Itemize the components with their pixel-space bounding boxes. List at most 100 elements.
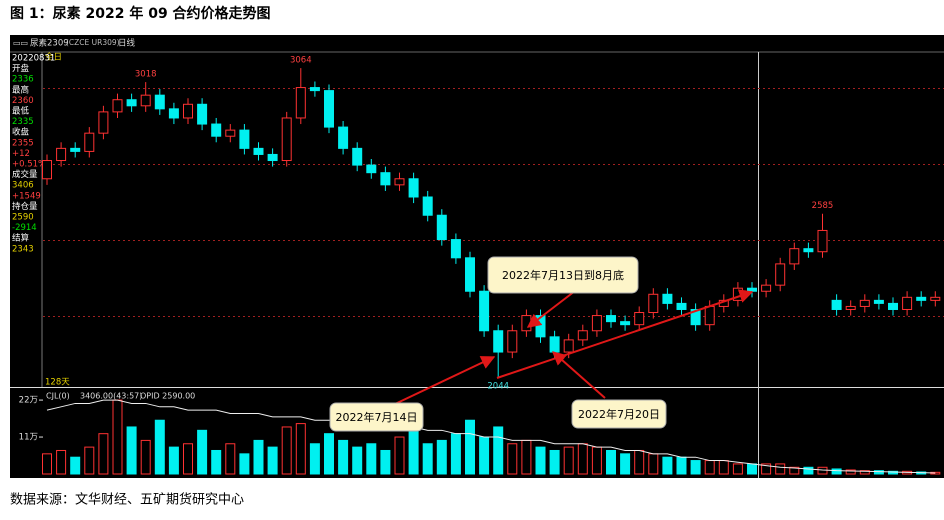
candle-body [352,147,363,166]
candle-body [916,296,927,301]
volume-bar [84,446,95,475]
volume-bar [549,449,560,475]
candle-body [902,296,913,310]
candle-body [704,305,715,326]
volume-bar [845,469,856,475]
candle-body [154,94,165,110]
info-item: 成交量 [12,169,38,180]
volume-readout: 3406.00(43:57) [80,392,142,401]
period: 日线 [118,38,136,49]
volume-bar [267,446,278,475]
info-item: -2914 [12,223,37,233]
candle-body [140,94,151,107]
candle-body [366,164,377,174]
volume-bar [690,460,701,475]
volume-bar [859,470,870,475]
days: 128天 [45,378,70,388]
callout-text: 2022年7月13日到8月底 [502,268,624,282]
candle-body [183,103,193,119]
candle-body [563,339,574,353]
callout-box [487,256,639,294]
candle-body [309,87,320,92]
candle-body [394,178,405,186]
volume-bar [704,460,715,475]
candle-body [577,330,588,341]
volume-bar [366,443,377,475]
volume-bar [324,433,334,475]
volume-bar [507,443,518,475]
candle-body [112,99,123,113]
candle-body [479,290,490,332]
volume-bar [112,399,123,475]
candle-body [253,147,264,155]
candle-body [281,117,292,162]
info-item: 3406 [12,181,34,191]
open-interest-line [46,399,936,474]
low-label: 2044 [487,382,509,392]
info-item: 最低 [12,106,30,117]
high-label: 3064 [290,56,312,66]
symbol: 尿素2309 [30,38,69,49]
candle-body [747,287,757,292]
candle-body [197,103,208,125]
callout-text: 2022年7月20日 [578,407,660,421]
callout-text: 2022年7月14日 [336,410,418,424]
info-item: 开盘 [12,63,30,74]
candle-body [295,87,306,119]
high-label: 2585 [812,201,834,211]
volume-bar [606,449,616,475]
volume-bar [535,446,546,475]
candle-body [775,263,786,286]
volume-bar [436,439,447,475]
candle-body [436,214,447,241]
volume-bar [775,463,786,475]
candle-body [662,293,673,304]
volume-bar [676,456,687,475]
candle-body [422,196,433,216]
volume-title: CJL(0) [46,392,70,401]
candle-body [606,315,616,323]
volume-bar [888,470,898,475]
volume-bar [563,446,574,475]
candle-body [845,305,856,310]
chart-panel [10,35,944,478]
candle-body [98,111,109,134]
info-item: 2355 [12,138,34,148]
candle-body [634,312,645,326]
candle-body [408,178,419,198]
volume-bar [521,439,532,475]
callout-box [329,402,424,432]
figure-title: 图 1：尿素 2022 年 09 合约价格走势图 [10,5,271,22]
info-item: 2343 [12,244,34,254]
volume-bar [42,453,52,475]
volume-bar [873,470,884,475]
volume-bar [295,423,306,475]
symbol-code: (CZCE UR309) [66,38,120,47]
candle-body [56,147,67,162]
volume-bar [648,453,659,475]
volume-bar [761,463,772,475]
volume-bar [197,429,208,475]
volume-bar [747,463,757,475]
volume-bar [253,439,264,475]
volume-bar [394,436,405,475]
info-item: 2336 [12,75,34,85]
candle-body [831,299,842,310]
candle-body [70,147,81,152]
candle-body [239,129,250,149]
candle-body [817,229,828,253]
source: 数据来源：文华财经、五矿期货研究中心 [10,492,244,508]
volume-bar [309,443,320,475]
volume-bar [591,446,602,475]
candle-body [126,99,137,107]
volume-bar [211,449,222,475]
volume-bar [450,433,461,475]
candle-body [521,315,532,332]
candle-body [324,90,334,128]
volume-bar [831,468,842,475]
volume-bar [225,443,236,475]
volume-tick-label: 22万 [19,396,38,406]
volume-bar [479,436,490,475]
